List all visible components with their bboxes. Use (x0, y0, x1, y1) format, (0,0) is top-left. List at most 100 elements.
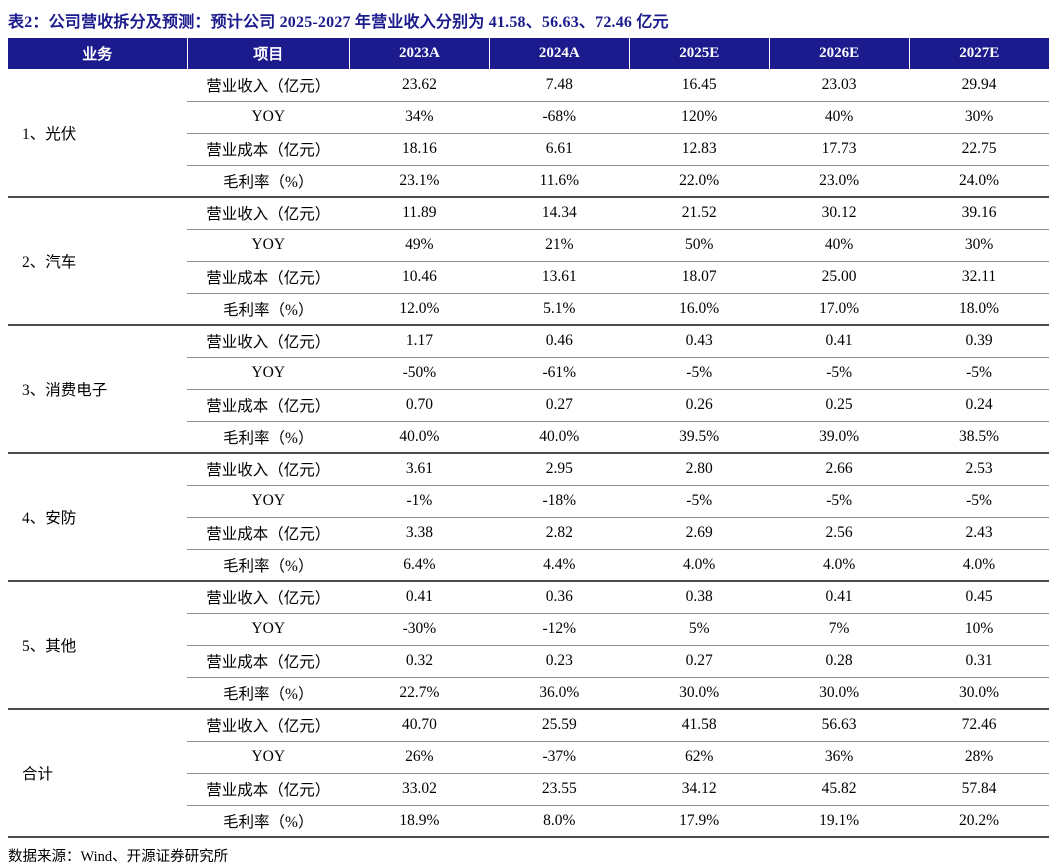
table-row: 营业成本（亿元） 0.32 0.23 0.27 0.28 0.31 (8, 644, 1049, 677)
table-row: 毛利率（%） 40.0% 40.0% 39.5% 39.0% 38.5% (8, 420, 1049, 453)
cell-value: 12.0% (349, 292, 490, 325)
cell-value: 5% (629, 612, 770, 645)
cell-value: 17.73 (769, 132, 910, 165)
cell-value: -18% (489, 484, 630, 517)
table-row: YOY -1% -18% -5% -5% -5% (8, 484, 1049, 517)
metric-label: YOY (187, 356, 350, 389)
cell-value: 28% (909, 740, 1049, 773)
business-label: 2、汽车 (8, 196, 188, 325)
cell-value: 23.62 (349, 69, 490, 101)
cell-value: 21.52 (629, 196, 770, 229)
metric-label: YOY (187, 228, 350, 261)
cell-value: 50% (629, 228, 770, 261)
cell-value: 40% (769, 100, 910, 133)
cell-value: 0.36 (489, 580, 630, 613)
cell-value: 2.69 (629, 516, 770, 549)
cell-value: 18.0% (909, 292, 1049, 325)
cell-value: 25.00 (769, 260, 910, 293)
cell-value: 30% (909, 228, 1049, 261)
business-label: 合计 (8, 708, 188, 837)
cell-value: -5% (909, 484, 1049, 517)
data-source-note: 数据来源：Wind、开源证券研究所 (8, 849, 229, 865)
cell-value: 21% (489, 228, 630, 261)
cell-value: 3.38 (349, 516, 490, 549)
cell-value: 7.48 (489, 69, 630, 101)
cell-value: -30% (349, 612, 490, 645)
cell-value: 40.0% (349, 420, 490, 453)
table-row: 5、其他 营业收入（亿元） 0.41 0.36 0.38 0.41 0.45 (8, 580, 1049, 709)
cell-value: 26% (349, 740, 490, 773)
cell-value: 0.70 (349, 388, 490, 421)
metric-label: 营业成本（亿元） (187, 260, 350, 293)
cell-value: 0.28 (769, 644, 910, 677)
metric-label: 营业收入（亿元） (187, 196, 350, 229)
cell-value: 39.16 (909, 196, 1049, 229)
cell-value: 0.31 (909, 644, 1049, 677)
table-row: 毛利率（%） 6.4% 4.4% 4.0% 4.0% 4.0% (8, 548, 1049, 581)
table-row: 4、安防 营业收入（亿元） 3.61 2.95 2.80 2.66 2.53 (8, 452, 1049, 581)
cell-value: 0.41 (769, 324, 910, 357)
cell-value: 13.61 (489, 260, 630, 293)
cell-value: 23.0% (769, 164, 910, 197)
cell-value: 14.34 (489, 196, 630, 229)
cell-value: 2.95 (489, 452, 630, 485)
table-row: 合计 营业收入（亿元） 40.70 25.59 41.58 56.63 72.46 (8, 708, 1049, 837)
metric-label: 营业收入（亿元） (187, 452, 350, 485)
table-header-row: 业务 项目 2023A 2024A 2025E 2026E 2027E (8, 38, 1049, 69)
cell-value: 22.75 (909, 132, 1049, 165)
column-header: 2027E (908, 38, 1049, 69)
cell-value: 0.25 (769, 388, 910, 421)
cell-value: 5.1% (489, 292, 630, 325)
cell-value: 2.43 (909, 516, 1049, 549)
cell-value: 0.43 (629, 324, 770, 357)
cell-value: 56.63 (769, 708, 910, 741)
cell-value: -12% (489, 612, 630, 645)
cell-value: 39.0% (769, 420, 910, 453)
cell-value: -50% (349, 356, 490, 389)
cell-value: 33.02 (349, 772, 490, 805)
cell-value: 22.0% (629, 164, 770, 197)
cell-value: 0.41 (349, 580, 490, 613)
column-header: 业务 (8, 38, 188, 69)
cell-value: 0.27 (629, 644, 770, 677)
cell-value: 40.70 (349, 708, 490, 741)
cell-value: -5% (909, 356, 1049, 389)
cell-value: 2.53 (909, 452, 1049, 485)
cell-value: 0.24 (909, 388, 1049, 421)
column-header: 项目 (186, 38, 350, 69)
revenue-forecast-table: 业务 项目 2023A 2024A 2025E 2026E 2027E 1、光伏 营业收入（亿… (8, 38, 1049, 838)
metric-label: 营业成本（亿元） (187, 388, 350, 421)
table-row: 毛利率（%） 12.0% 5.1% 16.0% 17.0% 18.0% (8, 292, 1049, 325)
cell-value: -5% (769, 484, 910, 517)
cell-value: 120% (629, 100, 770, 133)
table-row: YOY 34% -68% 120% 40% 30% (8, 100, 1049, 133)
metric-label: YOY (187, 740, 350, 773)
cell-value: 45.82 (769, 772, 910, 805)
table-row: 2、汽车 营业收入（亿元） 11.89 14.34 21.52 30.12 39.16 (8, 196, 1049, 325)
cell-value: 49% (349, 228, 490, 261)
metric-label: YOY (187, 100, 350, 133)
cell-value: 22.7% (349, 676, 490, 709)
cell-value: 16.45 (629, 69, 770, 101)
table-row: 营业成本（亿元） 0.70 0.27 0.26 0.25 0.24 (8, 388, 1049, 421)
cell-value: 30.12 (769, 196, 910, 229)
table-row: 3、消费电子 营业收入（亿元） 1.17 0.46 0.43 0.41 0.39 (8, 324, 1049, 453)
cell-value: 24.0% (909, 164, 1049, 197)
cell-value: 10.46 (349, 260, 490, 293)
business-label: 5、其他 (8, 580, 188, 709)
cell-value: 57.84 (909, 772, 1049, 805)
cell-value: 4.0% (909, 548, 1049, 581)
cell-value: 32.11 (909, 260, 1049, 293)
cell-value: 18.9% (349, 804, 490, 837)
cell-value: 11.6% (489, 164, 630, 197)
table-row: 毛利率（%） 23.1% 11.6% 22.0% 23.0% 24.0% (8, 164, 1049, 197)
metric-label: 营业收入（亿元） (187, 69, 350, 101)
cell-value: 2.56 (769, 516, 910, 549)
metric-label: 毛利率（%） (187, 548, 350, 581)
table-row: YOY 26% -37% 62% 36% 28% (8, 740, 1049, 773)
cell-value: 4.4% (489, 548, 630, 581)
cell-value: 12.83 (629, 132, 770, 165)
header-row: 业务 项目 2023A 2024A 2025E 2026E 2027E (8, 38, 1049, 69)
table-row: 毛利率（%） 18.9% 8.0% 17.9% 19.1% 20.2% (8, 804, 1049, 837)
cell-value: 0.45 (909, 580, 1049, 613)
